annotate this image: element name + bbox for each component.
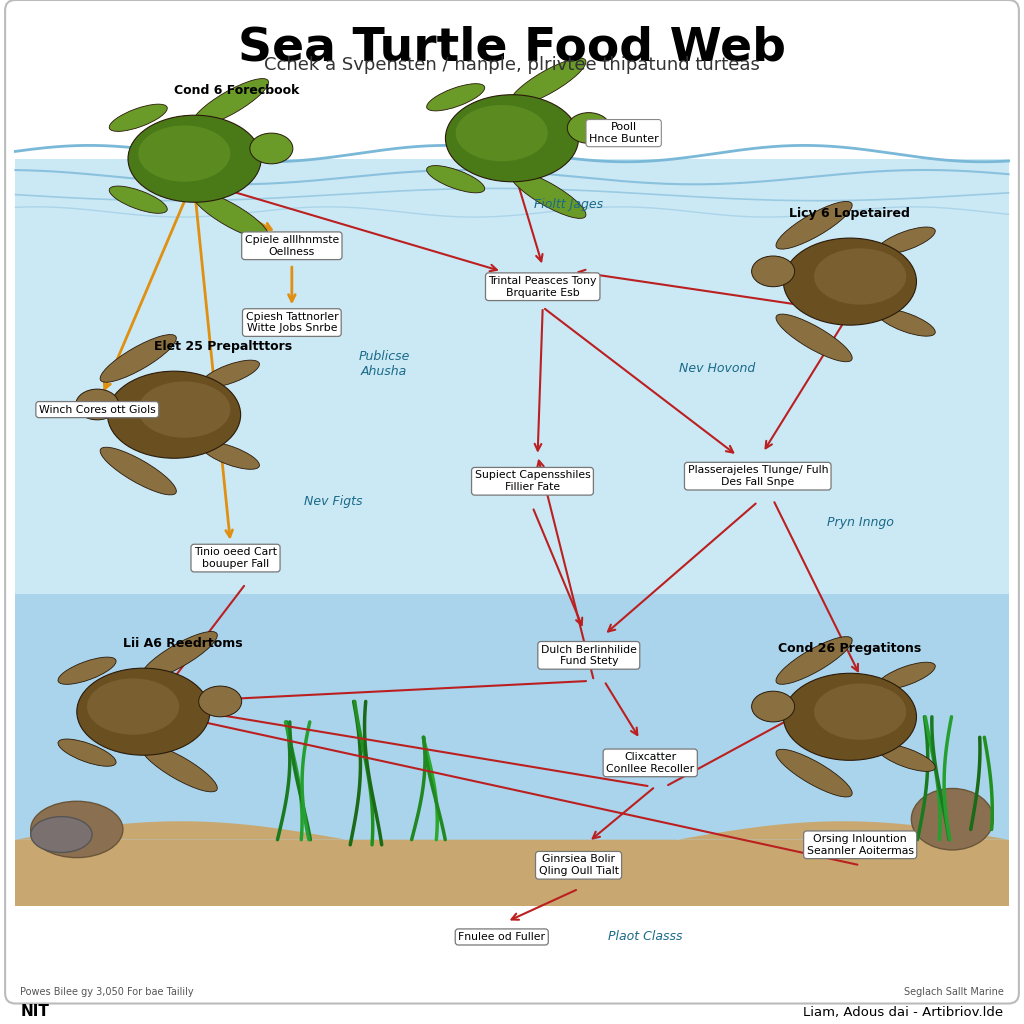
Text: Ginrsiea Bolir
Qling Oull Tialt: Ginrsiea Bolir Qling Oull Tialt (539, 854, 618, 877)
Ellipse shape (58, 739, 116, 766)
Text: Cond 6 Forecbook: Cond 6 Forecbook (174, 84, 299, 97)
Text: Pryn Inngo: Pryn Inngo (826, 516, 894, 528)
Text: Nev Figts: Nev Figts (303, 496, 362, 508)
Ellipse shape (445, 95, 579, 182)
Bar (15, 10, 1009, 159)
Ellipse shape (567, 113, 610, 143)
Ellipse shape (783, 674, 916, 760)
Text: Powes Bilee gy 3,050 For bae Tailily: Powes Bilee gy 3,050 For bae Tailily (20, 987, 195, 997)
Ellipse shape (427, 84, 484, 111)
Text: Orsing Inlountion
Seannler Aoitermas: Orsing Inlountion Seannler Aoitermas (807, 834, 913, 856)
Text: Trintal Peasces Tony
Brquarite Esb: Trintal Peasces Tony Brquarite Esb (488, 275, 597, 298)
Text: Cpiesh Tattnorler
Witte Jobs Snrbe: Cpiesh Tattnorler Witte Jobs Snrbe (246, 311, 338, 334)
Text: Cond 26 Pregatitons: Cond 26 Pregatitons (778, 642, 922, 655)
Text: Liam, Adous dai - Artibriov.lde: Liam, Adous dai - Artibriov.lde (804, 1006, 1004, 1019)
Text: Sea Turtle Food Web: Sea Turtle Food Web (238, 26, 786, 71)
Ellipse shape (128, 115, 261, 203)
Ellipse shape (911, 788, 993, 850)
Ellipse shape (776, 202, 852, 249)
Ellipse shape (138, 126, 230, 182)
Ellipse shape (138, 382, 230, 438)
Bar (15, 159, 1009, 594)
Ellipse shape (141, 632, 217, 679)
Ellipse shape (776, 750, 852, 797)
Text: Supiect Capensshiles
Fillier Fate: Supiect Capensshiles Fillier Fate (474, 470, 591, 493)
Ellipse shape (814, 249, 906, 305)
Text: Elet 25 Prepaltttors: Elet 25 Prepaltttors (154, 340, 292, 353)
Ellipse shape (87, 678, 179, 735)
FancyBboxPatch shape (5, 0, 1019, 1004)
Text: Fnulee od Fuller: Fnulee od Fuller (459, 932, 545, 942)
Ellipse shape (31, 801, 123, 858)
Ellipse shape (76, 389, 119, 420)
Text: Dulch Berlinhilide
Fund Stety: Dulch Berlinhilide Fund Stety (541, 644, 637, 667)
Text: Pooll
Hnce Bunter: Pooll Hnce Bunter (589, 122, 658, 144)
Text: Fioltt Jages: Fioltt Jages (534, 199, 603, 211)
Ellipse shape (193, 191, 268, 239)
Text: Seglach Sallt Marine: Seglach Sallt Marine (903, 987, 1004, 997)
Text: Winch Cores ott Giols: Winch Cores ott Giols (39, 404, 156, 415)
Text: Cchek a Svpensten / nanple, plrivtee thipatund turteas: Cchek a Svpensten / nanple, plrivtee thi… (264, 56, 760, 75)
Ellipse shape (141, 744, 217, 792)
Text: Clixcatter
Conllee Recoller: Clixcatter Conllee Recoller (606, 752, 694, 774)
Ellipse shape (31, 817, 92, 852)
Ellipse shape (776, 637, 852, 684)
Ellipse shape (202, 442, 259, 469)
Text: NIT: NIT (20, 1004, 49, 1019)
Ellipse shape (77, 669, 210, 756)
Bar (15, 840, 1009, 906)
Ellipse shape (58, 657, 116, 684)
Text: Tinio oeed Cart
bouuper Fall: Tinio oeed Cart bouuper Fall (194, 547, 278, 569)
Text: Cpiele alllhnmste
Oellness: Cpiele alllhnmste Oellness (245, 234, 339, 257)
Ellipse shape (783, 238, 916, 326)
Ellipse shape (752, 691, 795, 722)
Ellipse shape (108, 372, 241, 459)
Ellipse shape (510, 171, 586, 218)
Ellipse shape (427, 166, 484, 193)
Ellipse shape (752, 256, 795, 287)
Ellipse shape (199, 686, 242, 717)
Text: Lii A6 Reedrtoms: Lii A6 Reedrtoms (123, 637, 243, 650)
Ellipse shape (776, 314, 852, 361)
Ellipse shape (110, 104, 167, 131)
Ellipse shape (110, 186, 167, 213)
Ellipse shape (878, 309, 935, 336)
Ellipse shape (878, 744, 935, 771)
Ellipse shape (456, 105, 548, 161)
Ellipse shape (250, 133, 293, 164)
Ellipse shape (878, 663, 935, 689)
Bar (15, 594, 1009, 840)
Text: Licy 6 Lopetaired: Licy 6 Lopetaired (790, 207, 910, 220)
Ellipse shape (100, 447, 176, 495)
Ellipse shape (878, 227, 935, 254)
Text: Plasserajeles Tlunge/ Fulh
Des Fall Snpe: Plasserajeles Tlunge/ Fulh Des Fall Snpe (687, 465, 828, 487)
Text: Publicse
Ahusha: Publicse Ahusha (358, 349, 410, 378)
Text: Plaot Classs: Plaot Classs (608, 931, 682, 943)
Ellipse shape (193, 79, 268, 126)
Ellipse shape (202, 360, 259, 387)
Ellipse shape (100, 335, 176, 382)
Ellipse shape (814, 684, 906, 739)
Text: Nev Hovond: Nev Hovond (679, 362, 755, 375)
Ellipse shape (510, 58, 586, 105)
